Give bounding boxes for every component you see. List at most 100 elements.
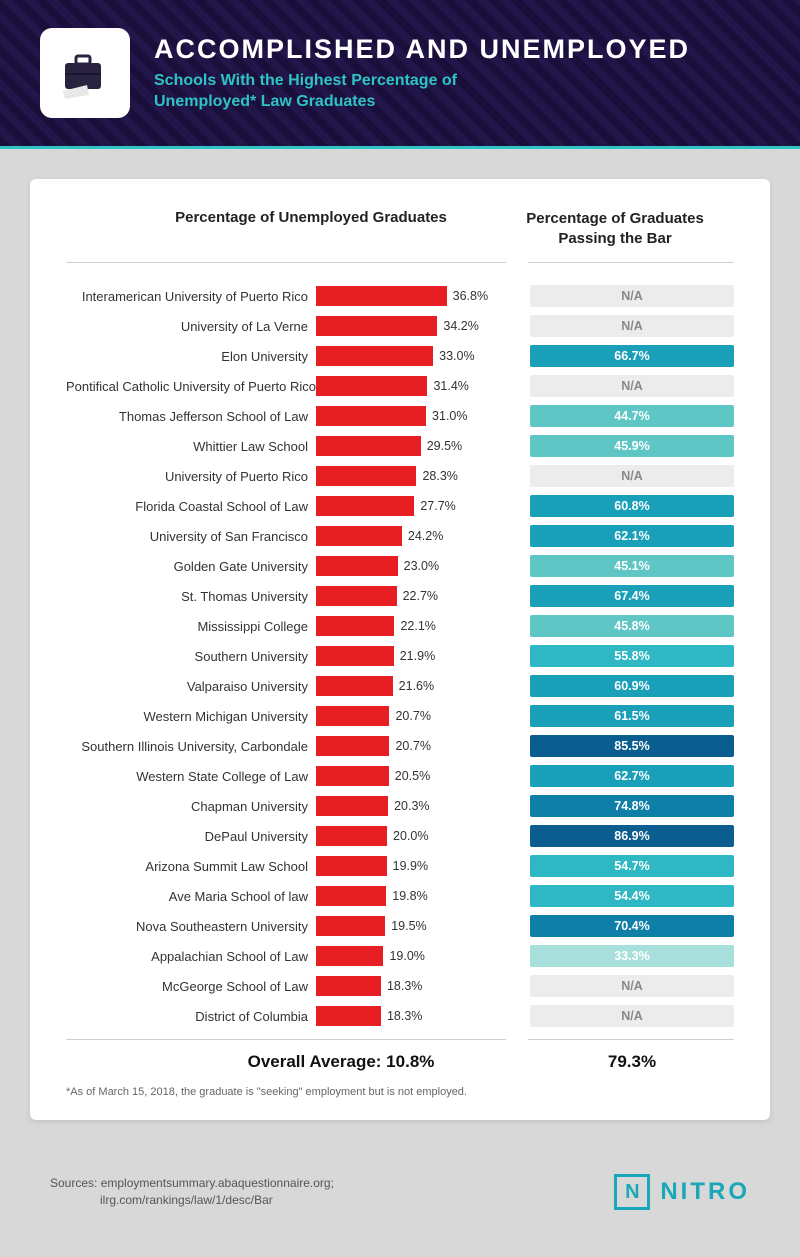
- col-header-unemployed: Percentage of Unemployed Graduates: [66, 209, 496, 248]
- unemployed-bar: [316, 646, 394, 666]
- passing-cell: 66.7%: [530, 345, 734, 367]
- data-row: McGeorge School of Law 18.3% N/A: [66, 971, 734, 1001]
- data-rows: Interamerican University of Puerto Rico 3…: [66, 281, 734, 1031]
- unemployed-value: 33.0%: [439, 349, 474, 363]
- unemployed-bar: [316, 916, 385, 936]
- footer-divider: [66, 1039, 734, 1040]
- unemployed-bar: [316, 1006, 381, 1026]
- unemployed-bar-area: 31.4%: [316, 376, 506, 396]
- unemployed-bar-area: 20.5%: [316, 766, 506, 786]
- unemployed-bar: [316, 316, 437, 336]
- unemployed-value: 31.0%: [432, 409, 467, 423]
- unemployed-bar: [316, 406, 426, 426]
- school-name: University of Puerto Rico: [66, 469, 316, 484]
- passing-cell: 45.1%: [530, 555, 734, 577]
- unemployed-value: 36.8%: [453, 289, 488, 303]
- data-row: Golden Gate University 23.0% 45.1%: [66, 551, 734, 581]
- passing-cell: 62.1%: [530, 525, 734, 547]
- unemployed-bar: [316, 376, 427, 396]
- passing-cell: N/A: [530, 375, 734, 397]
- unemployed-bar-area: 22.7%: [316, 586, 506, 606]
- data-row: University of La Verne34.2%N/A: [66, 311, 734, 341]
- unemployed-bar-area: 19.9%: [316, 856, 506, 876]
- unemployed-value: 20.3%: [394, 799, 429, 813]
- unemployed-value: 23.0%: [404, 559, 439, 573]
- school-name: Valparaiso University: [66, 679, 316, 694]
- header: ACCOMPLISHED AND UNEMPLOYED Schools With…: [0, 0, 800, 146]
- unemployed-bar-area: 20.7%: [316, 736, 506, 756]
- unemployed-bar-area: 24.2%: [316, 526, 506, 546]
- school-name: Florida Coastal School of Law: [66, 499, 316, 514]
- school-name: Ave Maria School of law: [66, 889, 316, 904]
- unemployed-bar: [316, 976, 381, 996]
- school-name: Nova Southeastern University: [66, 919, 316, 934]
- unemployed-bar: [316, 766, 389, 786]
- footer: Sources: employmentsummary.abaquestionna…: [0, 1150, 800, 1240]
- school-name: Golden Gate University: [66, 559, 316, 574]
- header-text: ACCOMPLISHED AND UNEMPLOYED Schools With…: [154, 34, 760, 113]
- unemployed-value: 20.7%: [395, 739, 430, 753]
- passing-cell: N/A: [530, 285, 734, 307]
- school-name: Arizona Summit Law School: [66, 859, 316, 874]
- unemployed-bar: [316, 526, 402, 546]
- data-row: Whittier Law School29.5% 45.9%: [66, 431, 734, 461]
- unemployed-value: 22.7%: [403, 589, 438, 603]
- unemployed-bar: [316, 616, 394, 636]
- data-row: University of San Francisco24.2% 62.1%: [66, 521, 734, 551]
- data-row: Valparaiso University21.6%60.9%: [66, 671, 734, 701]
- unemployed-bar-area: 18.3%: [316, 1006, 506, 1026]
- unemployed-bar-area: 27.7%: [316, 496, 506, 516]
- unemployed-value: 18.3%: [387, 979, 422, 993]
- school-name: University of La Verne: [66, 319, 316, 334]
- unemployed-bar: [316, 556, 398, 576]
- school-name: University of San Francisco: [66, 529, 316, 544]
- unemployed-value: 19.0%: [389, 949, 424, 963]
- unemployed-bar-area: 23.0%: [316, 556, 506, 576]
- data-row: Appalachian School of Law19.0%33.3%: [66, 941, 734, 971]
- passing-cell: 45.9%: [530, 435, 734, 457]
- data-row: Elon University33.0%66.7%: [66, 341, 734, 371]
- unemployed-bar-area: 34.2%: [316, 316, 506, 336]
- data-row: Southern University 21.9% 55.8%: [66, 641, 734, 671]
- school-name: DePaul University: [66, 829, 316, 844]
- data-row: DePaul University20.0%86.9%: [66, 821, 734, 851]
- unemployed-bar-area: 28.3%: [316, 466, 506, 486]
- sources-text: Sources: employmentsummary.abaquestionna…: [50, 1175, 334, 1209]
- data-row: Interamerican University of Puerto Rico 3…: [66, 281, 734, 311]
- school-name: Appalachian School of Law: [66, 949, 316, 964]
- school-name: District of Columbia: [66, 1009, 316, 1024]
- passing-cell: 70.4%: [530, 915, 734, 937]
- footnote: *As of March 15, 2018, the graduate is "…: [66, 1086, 734, 1098]
- data-row: Chapman University20.3%74.8%: [66, 791, 734, 821]
- unemployed-bar-area: 29.5%: [316, 436, 506, 456]
- school-name: Interamerican University of Puerto Rico: [66, 289, 316, 304]
- data-row: Western Michigan University20.7%61.5%: [66, 701, 734, 731]
- passing-cell: 54.4%: [530, 885, 734, 907]
- unemployed-bar: [316, 466, 416, 486]
- school-name: Whittier Law School: [66, 439, 316, 454]
- passing-cell: 55.8%: [530, 645, 734, 667]
- passing-cell: 61.5%: [530, 705, 734, 727]
- passing-cell: 85.5%: [530, 735, 734, 757]
- unemployed-value: 34.2%: [443, 319, 478, 333]
- unemployed-bar-area: 36.8%: [316, 286, 506, 306]
- unemployed-bar: [316, 946, 383, 966]
- brand-name: NITRO: [660, 1178, 750, 1206]
- unemployed-bar-area: 33.0%: [316, 346, 506, 366]
- unemployed-bar-area: 31.0%: [316, 406, 506, 426]
- school-name: McGeorge School of Law: [66, 979, 316, 994]
- school-name: Southern University: [66, 649, 316, 664]
- unemployed-bar: [316, 706, 389, 726]
- unemployed-bar-area: 20.0%: [316, 826, 506, 846]
- overall-average-passing: 79.3%: [506, 1052, 734, 1072]
- school-name: Western State College of Law: [66, 769, 316, 784]
- unemployed-bar-area: 19.8%: [316, 886, 506, 906]
- unemployed-value: 21.9%: [400, 649, 435, 663]
- data-row: District of Columbia18.3%N/A: [66, 1001, 734, 1031]
- briefcase-icon: [40, 28, 130, 118]
- col-header-passing: Percentage of Graduates Passing the Bar: [496, 209, 734, 248]
- school-name: Chapman University: [66, 799, 316, 814]
- passing-cell: N/A: [530, 975, 734, 997]
- brand-logo: N NITRO: [614, 1174, 750, 1210]
- school-name: Mississippi College: [66, 619, 316, 634]
